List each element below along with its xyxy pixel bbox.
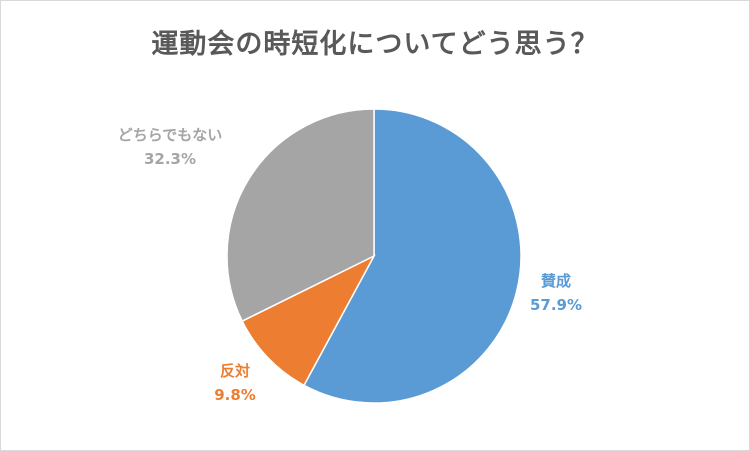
- slice-value-label: 57.9%: [530, 296, 582, 314]
- pie-slice-2: [226, 108, 375, 323]
- pie-slice-0: [302, 108, 522, 404]
- slice-category-label: 賛成: [541, 272, 571, 290]
- slice-value-label: 9.8%: [214, 386, 256, 404]
- pie-slice-1: [241, 254, 376, 387]
- chart-title: 運動会の時短化についてどう思う？: [151, 29, 599, 60]
- slice-category-label: 反対: [220, 362, 250, 380]
- slice-category-label: どちらでもない: [118, 126, 223, 144]
- slice-value-label: 32.3%: [144, 150, 196, 168]
